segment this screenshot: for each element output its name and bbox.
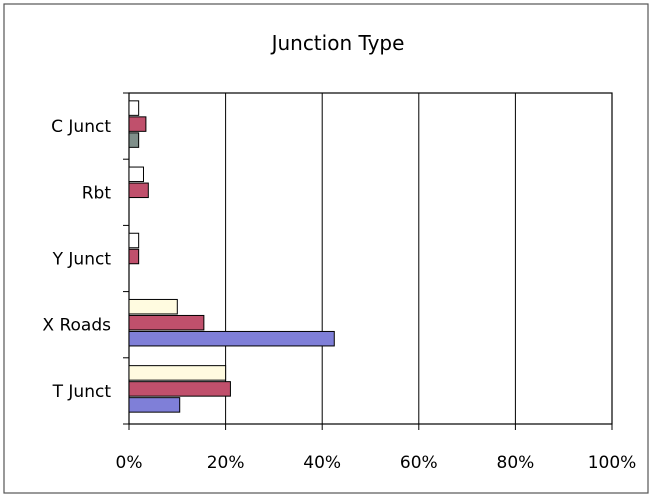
chart-title: Junction Type [270,31,405,55]
bar [128,132,140,148]
bar [128,330,335,347]
bar [128,100,140,116]
bar [128,381,231,397]
plot-area: 0% 20% 40% 60% 80% 100% C Junct Rbt Y Junct X Roa… [42,92,637,473]
bar [128,314,205,331]
bar [128,248,140,265]
bar [128,166,144,183]
x-tick-label: 40% [303,453,341,473]
x-tick-label: 0% [116,453,143,473]
bar [128,182,149,199]
x-tick-label: 80% [497,453,535,473]
category-label: Rbt [82,183,112,203]
category-label: T Junct [52,382,112,402]
x-tick-label: 60% [400,453,438,473]
bar [128,298,178,315]
bar [128,365,227,381]
x-tick-label: 100% [588,453,637,473]
bar [128,116,147,132]
category-label: C Junct [51,117,111,137]
category-label: X Roads [42,316,111,336]
category-label: Y Junct [52,250,112,270]
bar [128,232,140,249]
bar [128,397,181,413]
x-tick-label: 20% [207,453,245,473]
